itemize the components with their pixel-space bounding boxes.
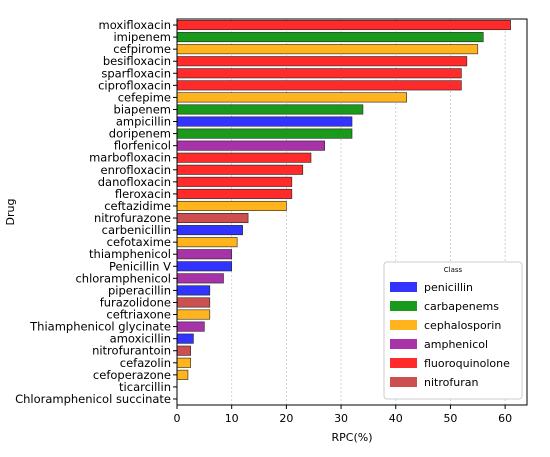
bar	[176, 32, 484, 43]
y-tick-label: besifloxacin	[103, 54, 171, 68]
legend-label: penicillin	[424, 281, 473, 294]
y-tick-label: sparfloxacin	[101, 66, 171, 80]
x-tick-label: 30	[334, 412, 348, 425]
y-tick-label: ampicillin	[116, 115, 171, 129]
y-axis-title: Drug	[4, 199, 17, 226]
bar	[176, 225, 243, 236]
y-tick-label: cefotaxime	[107, 235, 171, 249]
y-tick-label: furazolidone	[100, 295, 171, 309]
legend-label: nitrofuran	[424, 376, 478, 389]
y-tick-label: moxifloxacin	[99, 18, 171, 32]
x-axis-title: RPC(%)	[332, 431, 373, 444]
y-tick-label: Chloramphenicol succinate	[15, 392, 171, 406]
bar	[176, 357, 191, 368]
bar	[176, 309, 211, 320]
bar	[176, 140, 325, 151]
legend-swatch	[390, 377, 417, 387]
y-tick-label: Thiamphenicol glycinate	[29, 320, 171, 334]
bar	[176, 56, 468, 67]
legend-swatch	[390, 320, 417, 330]
bar	[176, 345, 191, 356]
legend-label: cephalosporin	[424, 319, 501, 332]
bar	[176, 273, 224, 284]
y-tick-label: doripenem	[109, 127, 171, 141]
legend-swatch	[390, 339, 417, 349]
x-axis-ticks: 0 10 20 30 40 50 60	[174, 405, 512, 425]
bar	[176, 164, 304, 175]
bar	[176, 44, 479, 55]
y-tick-label: piperacillin	[108, 283, 171, 297]
y-tick-label: cefepime	[118, 90, 171, 104]
y-tick-label: cefoperazone	[93, 368, 171, 382]
legend-label: amphenicol	[424, 338, 488, 351]
y-tick-label: imipenem	[113, 30, 171, 44]
bar	[176, 116, 353, 127]
legend-swatch	[390, 358, 417, 368]
y-tick-label: fleroxacin	[115, 187, 171, 201]
y-tick-label: thiamphenicol	[89, 247, 171, 261]
legend-items: penicillin carbapenems cephalosporin amphen…	[390, 281, 510, 389]
x-tick-label: 40	[389, 412, 403, 425]
bar	[176, 285, 211, 296]
y-tick-label: florfenicol	[114, 139, 171, 153]
x-tick-label: 60	[498, 412, 512, 425]
bar	[176, 200, 287, 211]
bar	[176, 152, 312, 163]
bar	[176, 369, 189, 380]
x-tick-label: 20	[279, 412, 293, 425]
y-tick-label: danofloxacin	[98, 175, 171, 189]
y-tick-label: ciprofloxacin	[98, 78, 171, 92]
bar	[176, 261, 232, 272]
bar	[176, 80, 462, 91]
y-tick-label: enrofloxacin	[101, 163, 171, 177]
bar	[176, 20, 511, 31]
legend-swatch	[390, 282, 417, 292]
legend-box	[383, 261, 523, 400]
y-tick-label: ceftriaxone	[106, 308, 171, 322]
bar	[176, 176, 293, 187]
bar	[176, 104, 364, 115]
legend-title: Class	[444, 266, 463, 274]
y-tick-label: cefazolin	[120, 356, 171, 370]
y-tick-label: chloramphenicol	[75, 271, 171, 285]
y-axis-labels: moxifloxacinimipenemcefpiromebesifloxaci…	[15, 18, 177, 406]
y-tick-label: marbofloxacin	[89, 151, 171, 165]
y-tick-label: nitrofurantoin	[92, 344, 171, 358]
bar	[176, 128, 353, 139]
y-tick-label: ceftazidime	[104, 199, 171, 213]
legend-swatch	[390, 301, 417, 311]
y-tick-label: carbenicillin	[102, 223, 171, 237]
legend-label: fluoroquinolone	[424, 357, 510, 370]
bar	[176, 249, 232, 260]
bar	[176, 237, 238, 248]
bar	[176, 321, 205, 332]
bar	[176, 92, 407, 103]
bar	[176, 333, 194, 344]
y-tick-label: biapenem	[114, 102, 171, 116]
x-tick-label: 0	[174, 412, 181, 425]
legend-label: carbapenems	[424, 300, 499, 313]
y-tick-label: amoxicillin	[110, 332, 171, 346]
bar	[176, 213, 249, 224]
x-tick-label: 10	[225, 412, 239, 425]
y-tick-label: Penicillin V	[109, 259, 171, 273]
legend: Class penicillin carbapenems cephalosporin…	[383, 261, 523, 400]
bar	[176, 297, 211, 308]
y-tick-label: cefpirome	[113, 42, 171, 56]
y-tick-label: ticarcillin	[119, 380, 171, 394]
bar	[176, 68, 462, 79]
plot-frame	[176, 18, 528, 406]
x-tick-label: 50	[443, 412, 457, 425]
y-tick-label: nitrofurazone	[94, 211, 171, 225]
bar	[176, 188, 293, 199]
